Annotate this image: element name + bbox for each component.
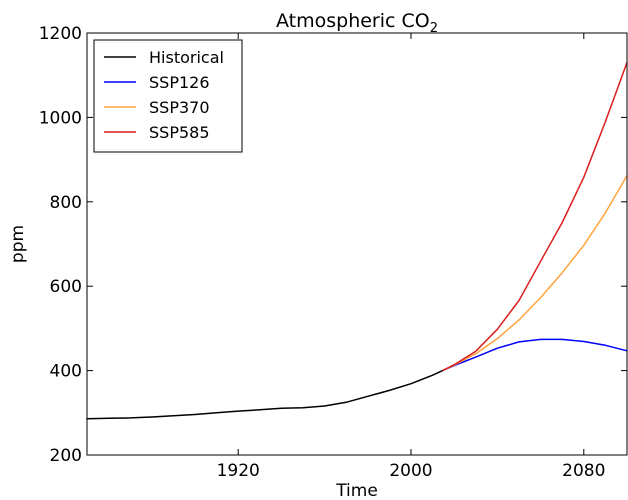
- plot-area: [86, 61, 628, 420]
- y-tick-label: 800: [50, 193, 82, 213]
- legend-label-ssp126: SSP126: [149, 73, 210, 92]
- series-line-ssp370: [442, 174, 628, 371]
- x-tick-label: 2080: [562, 461, 605, 481]
- x-tick-label: 1920: [217, 461, 260, 481]
- y-tick-label: 200: [50, 446, 82, 466]
- chart-title: Atmospheric CO2: [276, 10, 438, 36]
- series-line-historical: [86, 369, 445, 420]
- y-tick-label: 1200: [39, 24, 82, 44]
- legend: Historical SSP126 SSP370 SSP585: [93, 39, 243, 153]
- series-line-ssp126: [442, 338, 628, 371]
- legend-label-ssp585: SSP585: [149, 123, 210, 142]
- series-line-ssp585: [442, 61, 628, 371]
- y-axis-title: ppm: [8, 225, 28, 263]
- y-tick-label: 400: [50, 362, 82, 382]
- legend-box: [93, 39, 243, 153]
- x-axis-title: Time: [335, 481, 378, 500]
- legend-label-historical: Historical: [149, 48, 224, 67]
- x-tick-label: 2000: [389, 461, 432, 481]
- legend-label-ssp370: SSP370: [149, 98, 210, 117]
- y-tick-label: 600: [50, 277, 82, 297]
- axis-ticks: 1920 2000 2080 200 400 600 800 1000 1200: [39, 24, 627, 481]
- plot-frame: [86, 32, 628, 456]
- y-tick-label: 1000: [39, 108, 82, 128]
